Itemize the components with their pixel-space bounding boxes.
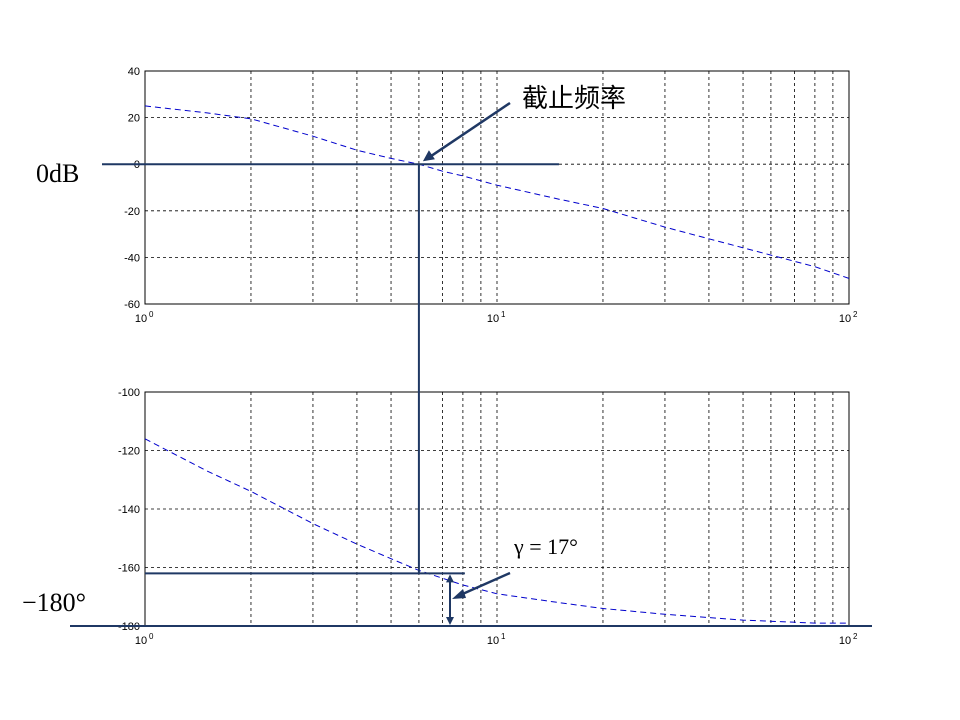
phase-y-tick-label: -140 — [118, 504, 140, 516]
gamma-pointer-head — [452, 589, 466, 599]
magnitude-x-tick-label: 10 — [135, 313, 147, 325]
crossover-arrow — [430, 101, 511, 158]
magnitude-x-tick-exponent: 0 — [149, 310, 154, 319]
phase-margin-arrowhead-bottom — [446, 617, 454, 625]
magnitude-y-tick-label: 40 — [128, 66, 140, 78]
phase-margin-label: γ = 17° — [513, 534, 578, 559]
magnitude-x-tick-exponent: 1 — [501, 310, 506, 319]
magnitude-y-tick-label: -40 — [124, 252, 140, 264]
phase-x-tick-exponent: 2 — [853, 632, 858, 641]
phase-margin-arrowhead-top — [446, 574, 454, 583]
phase-y-tick-label: -120 — [118, 446, 140, 458]
phase-x-tick-label: 10 — [839, 635, 851, 647]
crossover-label: 截止频率 — [522, 84, 626, 114]
magnitude-y-tick-label: -20 — [124, 206, 140, 218]
phase-curve — [144, 438, 849, 624]
phase-x-tick-label: 10 — [487, 635, 499, 647]
magnitude-curve — [144, 105, 850, 279]
zero-db-label: 0dB — [36, 159, 79, 188]
gamma-pointer — [457, 571, 511, 598]
minus-180-label: −180° — [22, 588, 86, 617]
magnitude-x-tick-label: 10 — [839, 313, 851, 325]
magnitude-x-tick-exponent: 2 — [853, 310, 858, 319]
phase-x-tick-exponent: 0 — [149, 632, 154, 641]
magnitude-y-tick-label: -60 — [124, 299, 140, 311]
phase-panel: -100-120-140-160-180100101102 — [118, 387, 858, 647]
phase-y-tick-label: -100 — [118, 387, 140, 399]
crossover-arrowhead — [422, 150, 435, 162]
phase-y-tick-label: -160 — [118, 563, 140, 575]
phase-x-tick-exponent: 1 — [501, 632, 506, 641]
magnitude-y-tick-label: 20 — [128, 113, 140, 125]
magnitude-x-tick-label: 10 — [487, 313, 499, 325]
phase-x-tick-label: 10 — [135, 635, 147, 647]
